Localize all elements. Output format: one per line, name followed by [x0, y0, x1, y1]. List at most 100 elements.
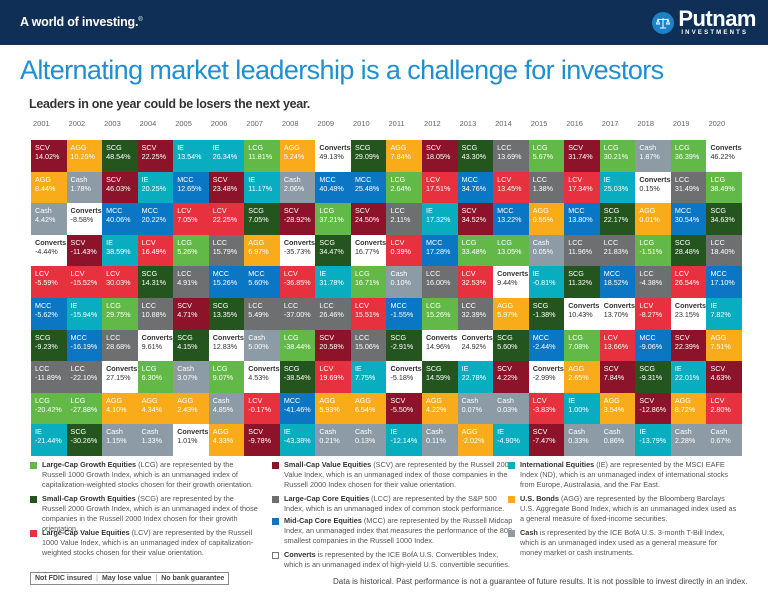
asset-class-label: LCC	[568, 237, 583, 247]
grid-cell-mcc: MCC 40.48%	[315, 171, 351, 204]
return-value: -5.62%	[35, 310, 58, 319]
return-value: 4.63%	[710, 373, 731, 383]
asset-class-label: IE	[426, 206, 433, 216]
return-value: -11.89%	[35, 373, 62, 383]
return-value: 2.65%	[568, 373, 589, 383]
asset-class-label: Cash	[532, 237, 550, 247]
asset-class-label: MCC	[106, 206, 123, 216]
putnam-logo[interactable]: Putnam INVESTMENTS	[652, 5, 756, 40]
grid-cell-agg: AGG 7.84%	[386, 140, 423, 172]
asset-class-label: LCV	[319, 364, 334, 374]
asset-class-label: LCG	[461, 237, 477, 247]
return-value: 3.54%	[603, 404, 625, 414]
asset-class-label: LCV	[70, 269, 85, 279]
asset-class-label: SCG	[710, 206, 727, 216]
asset-class-label: SCV	[674, 332, 690, 342]
asset-class-label: LCV	[212, 206, 227, 216]
legend-name: Mid-Cap Core Equities	[284, 516, 362, 525]
grid-cell-converts: Converts 12.83%	[208, 329, 245, 362]
asset-class-label: SCG	[426, 364, 442, 374]
asset-class-label: SCV	[639, 395, 655, 405]
grid-cell-lcg: LCG 38.49%	[706, 171, 742, 204]
return-value: 24.50%	[354, 215, 380, 225]
grid-cell-scg: SCG -30.26%	[66, 424, 103, 456]
asset-class-label: MCC	[70, 332, 87, 342]
asset-class-label: SCV	[248, 427, 264, 437]
return-value: 17.34%	[568, 183, 593, 193]
asset-class-label: LCC	[106, 332, 121, 342]
grid-cell-cash: Cash 0.05%	[528, 234, 565, 267]
grid-cell-agg: AGG 3.54%	[599, 392, 636, 425]
grid-cell-lcc: LCC 2.11%	[386, 203, 423, 235]
legend: Large-Cap Growth Equities (LCG) are repr…	[30, 458, 740, 569]
return-value: 7.75%	[354, 373, 376, 383]
grid-cell-agg: AGG 0.01%	[635, 203, 671, 235]
asset-class-label: Cash	[319, 427, 337, 437]
return-value: 0.67%	[710, 436, 731, 446]
asset-class-label: SCV	[603, 364, 619, 374]
grid-cell-scv: SCV 31.74%	[564, 140, 600, 172]
return-value: 0.86%	[603, 436, 625, 446]
legend-description: (LCC) are represented by the S&P 500 Ind…	[284, 494, 505, 513]
return-value: -13.79%	[639, 436, 667, 446]
asset-class-label: LCG	[106, 301, 121, 310]
grid-cell-agg: AGG 6.54%	[350, 392, 387, 425]
year-label: 2013	[459, 119, 477, 128]
asset-class-label: LCG	[390, 174, 406, 184]
grid-cell-cash: Cash 4.42%	[31, 203, 67, 235]
grid-cell-converts: Converts -4.44%	[31, 234, 67, 267]
return-value: 22.17%	[603, 215, 629, 225]
asset-class-label: Cash	[212, 395, 230, 405]
asset-class-label: IE	[354, 364, 362, 374]
legend-swatch-icon	[272, 462, 279, 469]
grid-cell-lcg: LCG 36.39%	[670, 140, 707, 172]
return-value: 28.68%	[106, 341, 131, 351]
grid-cell-scv: SCV 14.02%	[31, 140, 67, 172]
asset-class-label: Converts	[177, 427, 209, 437]
return-value: 5.49%	[248, 310, 269, 319]
grid-cell-lcc: LCC 11.96%	[564, 234, 600, 267]
grid-cell-cash: Cash 1.78%	[66, 171, 103, 204]
return-value: -11.43%	[70, 246, 97, 256]
return-value: 16.71%	[354, 278, 380, 288]
asset-class-label: LCV	[568, 174, 583, 184]
asset-class-label: LCG	[319, 206, 335, 216]
return-value: 25.03%	[603, 183, 629, 193]
asset-class-label: LCG	[35, 395, 50, 405]
return-value: 30.21%	[603, 152, 629, 161]
asset-class-label: Cash	[177, 364, 194, 374]
asset-class-label: LCC	[35, 364, 50, 374]
badge-no-guarantee: No bank guarantee	[161, 575, 225, 582]
grid-cell-cash: Cash 1.87%	[635, 140, 671, 172]
return-value: 7.08%	[568, 341, 589, 351]
asset-class-label: LCG	[70, 395, 86, 405]
grid-cell-agg: AGG 7.51%	[706, 329, 742, 362]
legend-description: is represented by the ICE BofA U.S. 3-mo…	[520, 528, 725, 557]
grid-cell-scg: SCG 34.47%	[315, 234, 351, 267]
grid-cell-lcg: LCG 9.07%	[208, 361, 245, 393]
return-value: 30.54%	[674, 215, 700, 225]
asset-class-label: LCV	[710, 395, 725, 405]
asset-class-label: LCG	[212, 364, 228, 374]
return-value: 0.55%	[532, 215, 554, 225]
grid-cell-cash: Cash 1.15%	[102, 424, 138, 456]
grid-cell-lcv: LCV 32.53%	[457, 266, 494, 298]
return-value: 5.60%	[248, 278, 269, 288]
return-value: 11.17%	[248, 183, 273, 193]
asset-class-label: IE	[177, 143, 184, 152]
return-value: 8.72%	[674, 404, 696, 414]
asset-class-label: IE	[319, 269, 327, 279]
asset-class-label: Converts	[283, 237, 315, 247]
grid-cell-lcv: LCV -0.17%	[244, 392, 280, 425]
grid-cell-converts: Converts 9.61%	[137, 329, 174, 362]
return-value: 0.11%	[426, 436, 446, 446]
asset-class-label: Converts	[35, 237, 67, 247]
return-value: -20.42%	[35, 404, 62, 414]
legend-item-scg: Small-Cap Growth Equities (SCG) are repr…	[30, 494, 258, 534]
asset-class-label: LCC	[639, 269, 654, 279]
return-value: -22.10%	[70, 373, 98, 383]
grid-cell-cash: Cash 0.13%	[350, 424, 387, 456]
return-value: -9.23%	[35, 341, 58, 351]
grid-cell-lcg: LCG -27.88%	[66, 392, 103, 425]
return-value: -5.18%	[390, 373, 414, 383]
